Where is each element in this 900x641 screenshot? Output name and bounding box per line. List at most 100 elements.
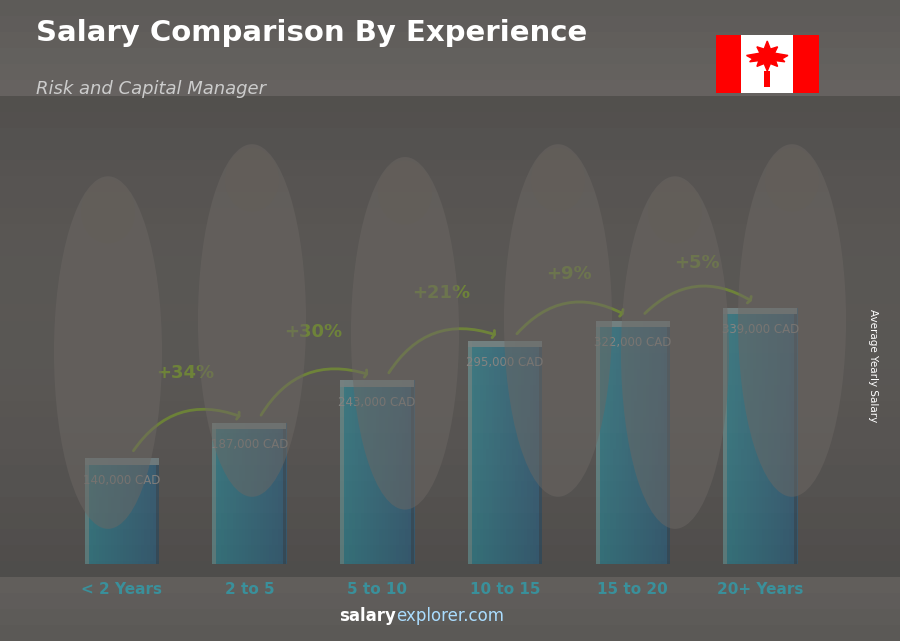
- Bar: [230, 422, 233, 564]
- Bar: [346, 380, 349, 564]
- Bar: [777, 308, 780, 564]
- Bar: [0, 593, 900, 609]
- Bar: [774, 308, 777, 564]
- Bar: [716, 35, 742, 93]
- Bar: [605, 320, 608, 564]
- FancyArrowPatch shape: [133, 409, 239, 451]
- Bar: [619, 320, 623, 564]
- Bar: [610, 320, 614, 564]
- Bar: [269, 422, 272, 564]
- Ellipse shape: [198, 144, 306, 497]
- Bar: [391, 380, 394, 564]
- Bar: [667, 320, 670, 564]
- Ellipse shape: [378, 160, 432, 224]
- Bar: [753, 308, 756, 564]
- Bar: [482, 341, 486, 564]
- Text: explorer.com: explorer.com: [396, 607, 504, 625]
- Text: salary: salary: [339, 607, 396, 625]
- Bar: [735, 308, 739, 564]
- Bar: [486, 341, 489, 564]
- Bar: [0, 625, 900, 641]
- Bar: [117, 458, 121, 564]
- Bar: [112, 458, 114, 564]
- Text: 5 to 10: 5 to 10: [347, 582, 407, 597]
- Bar: [724, 308, 726, 564]
- Bar: [764, 71, 770, 87]
- Bar: [393, 380, 397, 564]
- Bar: [622, 320, 626, 564]
- Bar: [480, 341, 483, 564]
- Bar: [761, 308, 765, 564]
- Bar: [0, 304, 900, 320]
- Text: 339,000 CAD: 339,000 CAD: [722, 323, 799, 336]
- Bar: [793, 35, 819, 93]
- Bar: [411, 380, 415, 564]
- Bar: [655, 320, 658, 564]
- Bar: [409, 380, 411, 564]
- Bar: [608, 320, 611, 564]
- Ellipse shape: [225, 147, 279, 212]
- Bar: [0, 337, 900, 353]
- Bar: [738, 308, 742, 564]
- Bar: [0, 577, 900, 593]
- Bar: [364, 380, 367, 564]
- Text: +21%: +21%: [412, 285, 470, 303]
- Bar: [105, 458, 109, 564]
- Bar: [0, 401, 900, 417]
- Bar: [272, 422, 275, 564]
- Bar: [783, 308, 786, 564]
- Bar: [527, 341, 530, 564]
- Text: 20+ Years: 20+ Years: [717, 582, 804, 597]
- Bar: [0, 96, 900, 577]
- Bar: [473, 341, 477, 564]
- FancyArrowPatch shape: [261, 369, 366, 415]
- Bar: [0, 353, 900, 369]
- Bar: [274, 422, 278, 564]
- Bar: [0, 128, 900, 144]
- Bar: [227, 422, 230, 564]
- Bar: [503, 341, 507, 564]
- Bar: [0, 609, 900, 625]
- Bar: [0, 32, 900, 48]
- Bar: [236, 422, 239, 564]
- Bar: [489, 341, 492, 564]
- Bar: [539, 341, 543, 564]
- Bar: [471, 341, 474, 564]
- Bar: [340, 380, 344, 564]
- Bar: [0, 96, 900, 112]
- Bar: [384, 380, 388, 564]
- Bar: [507, 341, 509, 564]
- Ellipse shape: [738, 144, 846, 497]
- Bar: [512, 341, 516, 564]
- Bar: [663, 320, 667, 564]
- Bar: [533, 341, 536, 564]
- Bar: [221, 422, 225, 564]
- Bar: [355, 380, 358, 564]
- Bar: [242, 422, 246, 564]
- Bar: [616, 320, 620, 564]
- Bar: [254, 422, 257, 564]
- Bar: [0, 176, 900, 192]
- Bar: [640, 320, 644, 564]
- Bar: [358, 380, 361, 564]
- Bar: [367, 380, 370, 564]
- Bar: [266, 422, 269, 564]
- Bar: [245, 422, 248, 564]
- Bar: [536, 341, 539, 564]
- Bar: [530, 341, 534, 564]
- Bar: [375, 380, 379, 564]
- Bar: [786, 308, 789, 564]
- FancyArrowPatch shape: [644, 286, 752, 313]
- Bar: [500, 341, 504, 564]
- Bar: [212, 422, 286, 429]
- Bar: [108, 458, 112, 564]
- Bar: [212, 422, 216, 564]
- Bar: [768, 308, 771, 564]
- Bar: [0, 144, 900, 160]
- Bar: [85, 458, 89, 564]
- Bar: [281, 422, 284, 564]
- Bar: [658, 320, 662, 564]
- Bar: [649, 320, 652, 564]
- Bar: [123, 458, 127, 564]
- Bar: [0, 64, 900, 80]
